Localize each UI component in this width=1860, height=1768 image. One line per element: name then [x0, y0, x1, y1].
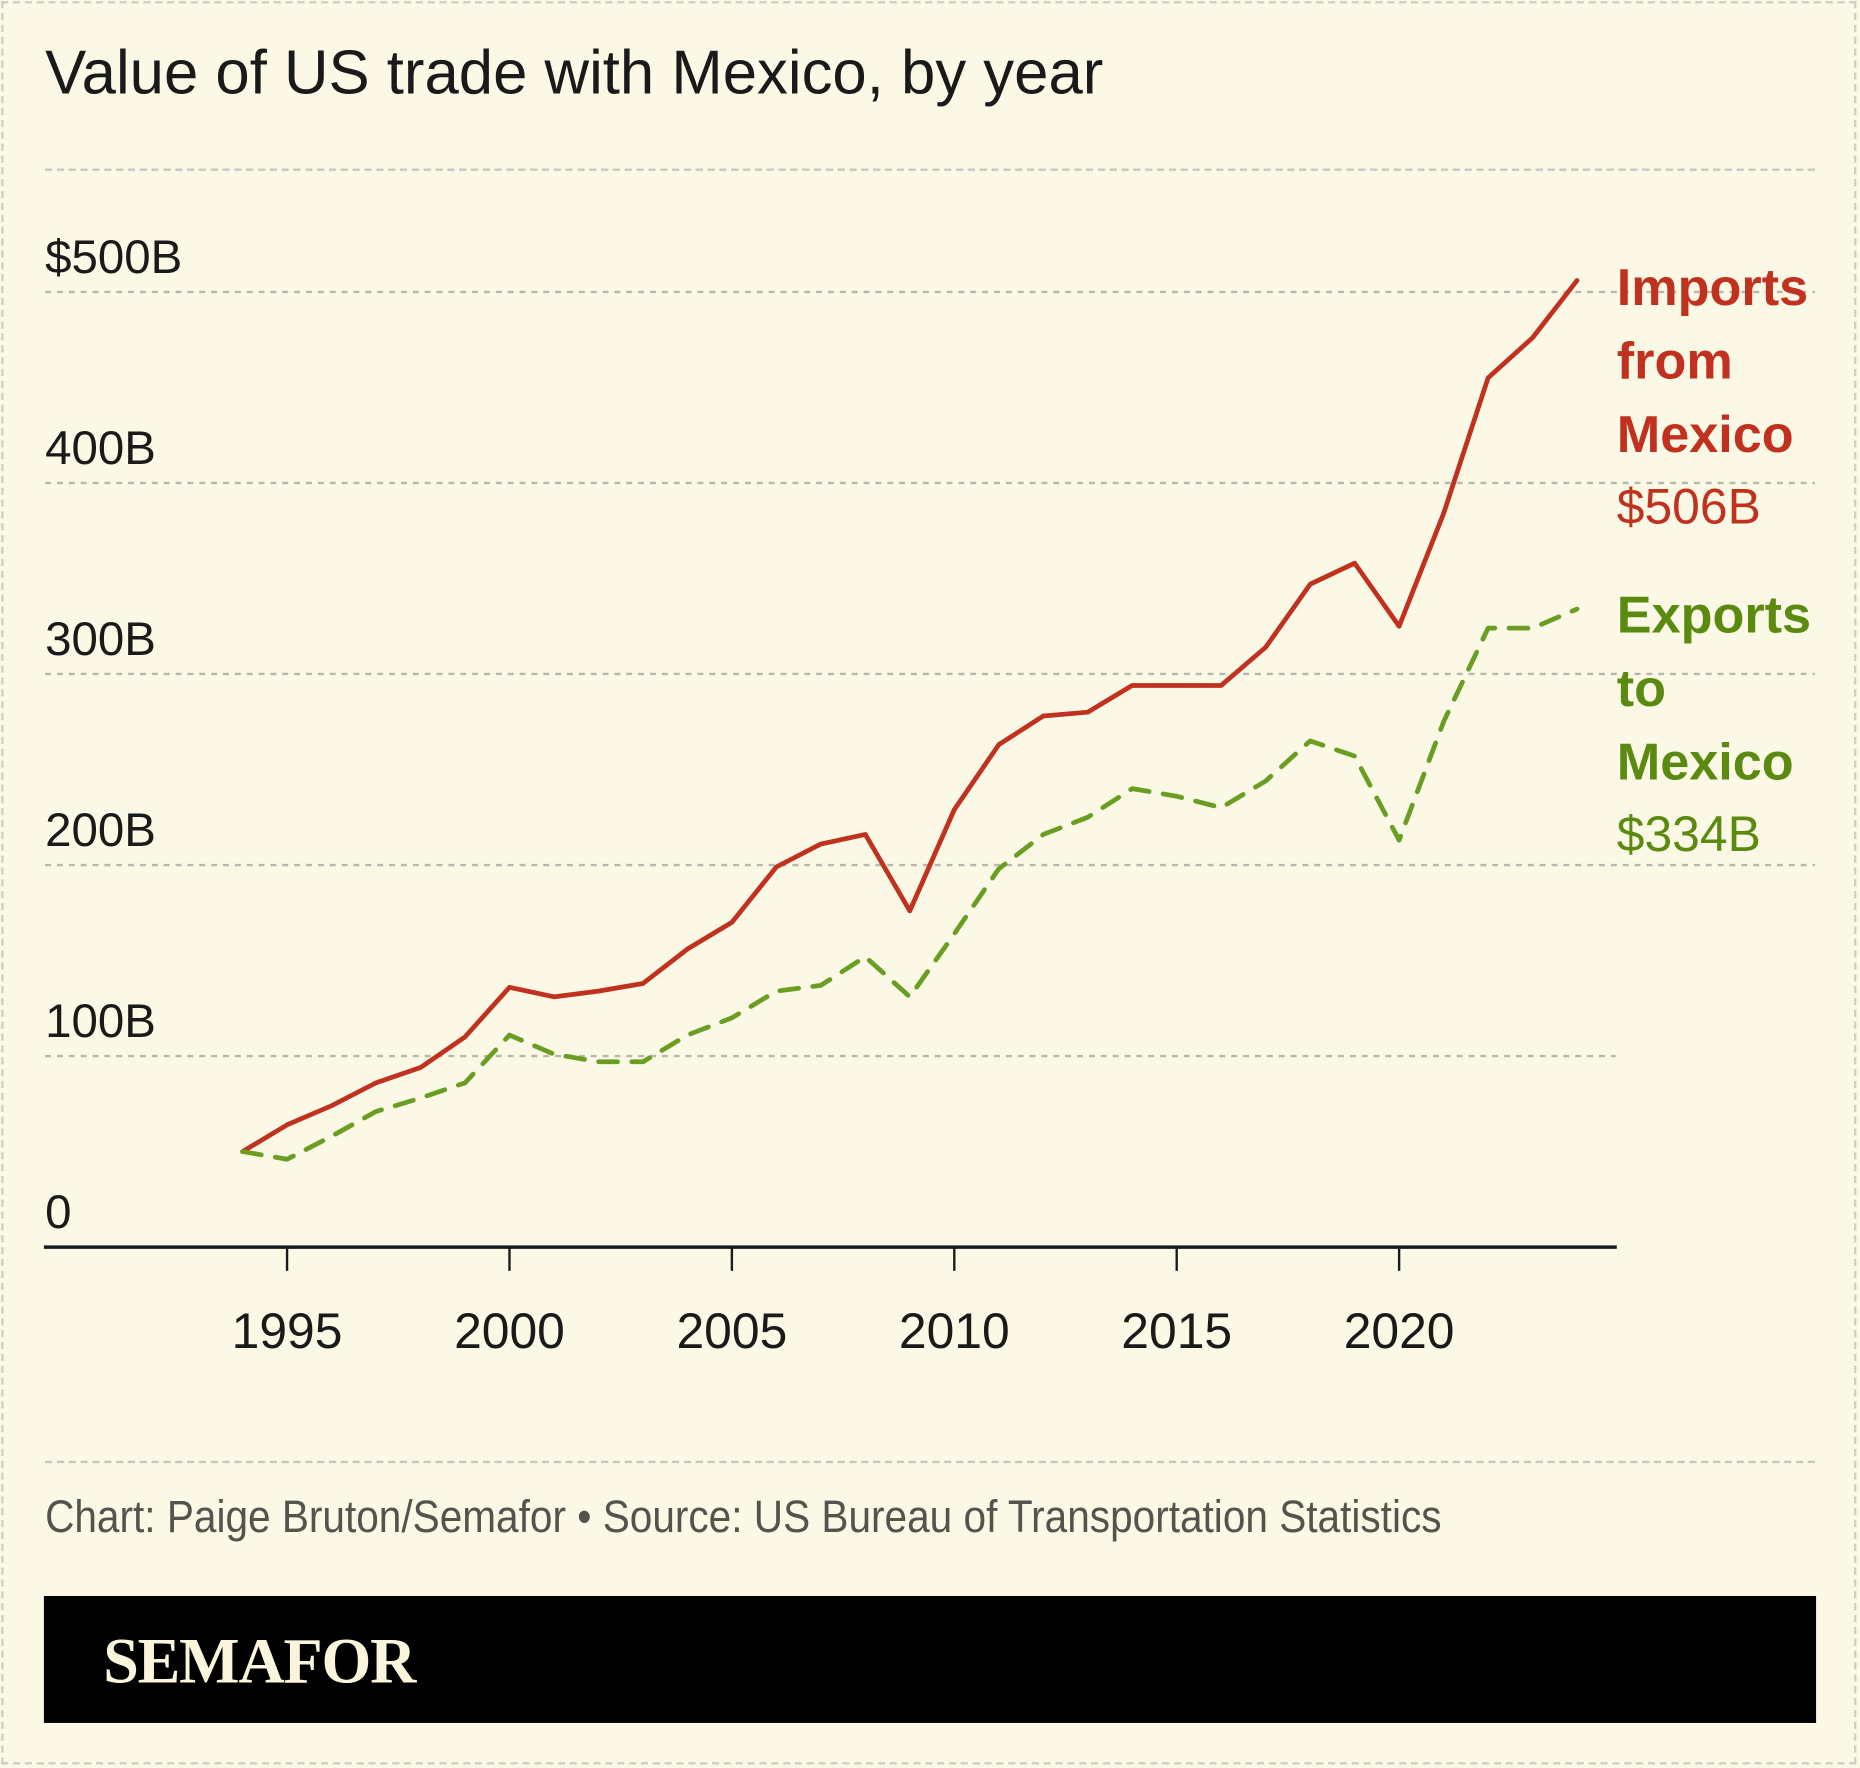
bottom-divider: [45, 1460, 1815, 1464]
x-tick-label: 2010: [899, 1303, 1010, 1359]
brand-bar: SEMAFOR: [43, 1595, 1817, 1723]
chart-title: Value of US trade with Mexico, by year: [45, 39, 1104, 108]
series-end-value: $506B: [1617, 478, 1761, 534]
series-label: to: [1617, 660, 1666, 718]
y-tick-label: 300B: [45, 613, 156, 666]
y-tick-label: 200B: [45, 804, 156, 857]
y-tick-label: 400B: [45, 422, 156, 475]
top-divider: [45, 168, 1815, 171]
x-tick-label: 2000: [454, 1303, 565, 1359]
x-tick-label: 2015: [1121, 1303, 1232, 1359]
x-tick-label: 2005: [676, 1303, 787, 1359]
semafor-logo: SEMAFOR: [103, 1625, 416, 1697]
y-tick-label: 100B: [45, 995, 156, 1048]
y-tick-label: 0: [45, 1186, 71, 1239]
series-label: Imports: [1617, 259, 1808, 317]
credit-line: Chart: Paige Bruton/Semafor • Source: US…: [45, 1492, 1442, 1543]
imports-line: [240, 278, 1580, 1154]
x-tick-label: 1995: [232, 1303, 343, 1359]
series-label: Mexico: [1617, 734, 1794, 792]
x-tick-label: 2020: [1344, 1303, 1455, 1359]
series-label: Exports: [1617, 586, 1811, 644]
y-tick-label: $500B: [45, 231, 182, 284]
exports-line: [240, 606, 1580, 1162]
series-label: Mexico: [1617, 406, 1794, 464]
series-end-value: $334B: [1617, 806, 1761, 862]
series-label: from: [1617, 333, 1733, 391]
line-chart: 0 100B 200B 300B 400B $500B 1995 2000 2005 2010 20…: [43, 231, 1815, 1359]
